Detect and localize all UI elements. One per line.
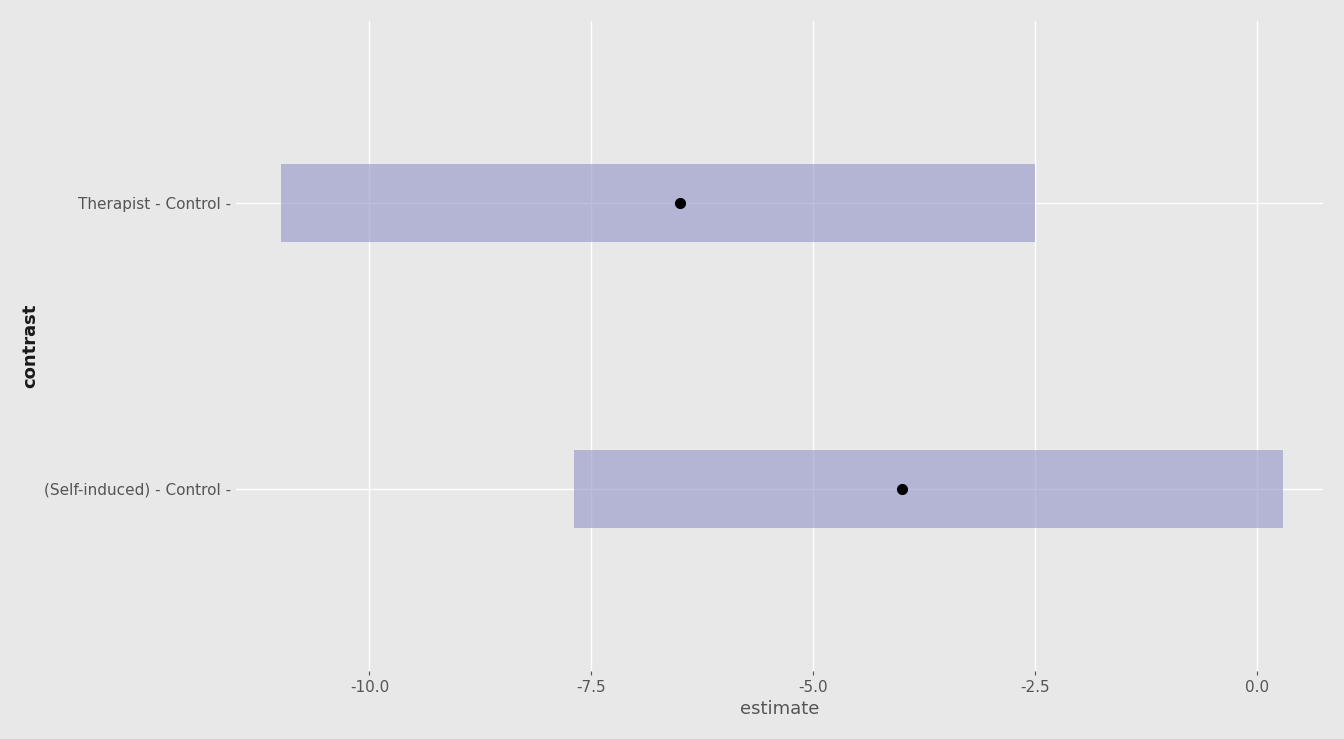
Bar xyxy=(281,164,1035,242)
X-axis label: estimate: estimate xyxy=(741,700,820,718)
Y-axis label: contrast: contrast xyxy=(22,304,39,388)
Bar xyxy=(574,449,1284,528)
